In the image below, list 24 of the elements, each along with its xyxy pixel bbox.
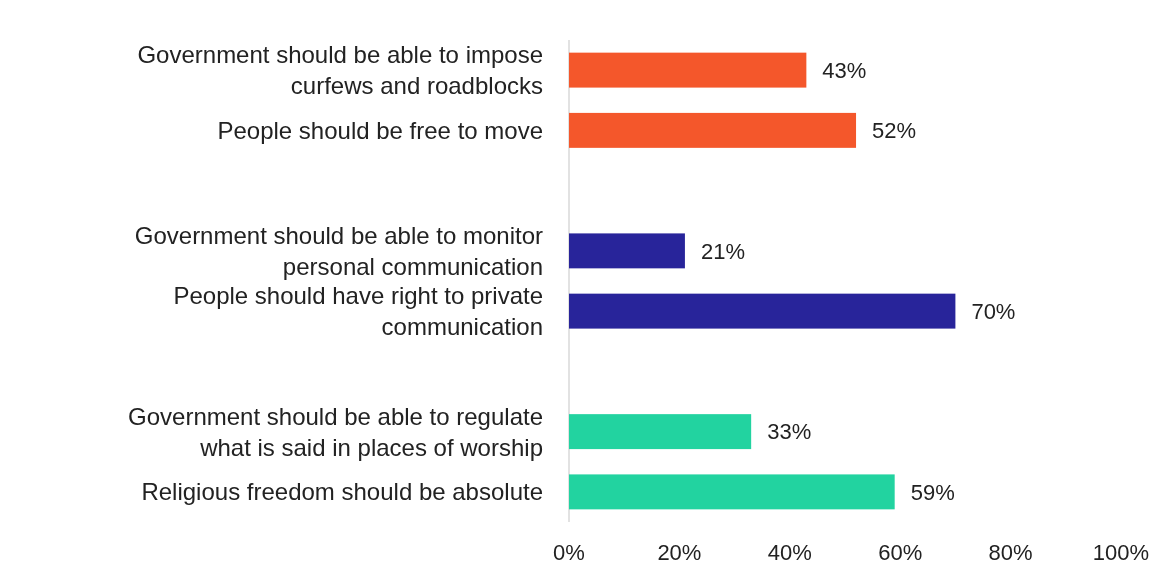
x-tick-label: 0% <box>553 540 585 565</box>
x-tick-label: 80% <box>988 540 1033 565</box>
data-label: 59% <box>910 479 955 505</box>
y-tick-label: Government should be able to monitor personal communication <box>134 221 544 280</box>
bar <box>569 293 956 329</box>
x-tick-label: 60% <box>878 540 923 565</box>
x-tick-label: 20% <box>657 540 702 565</box>
y-tick-label: Government should be able to regulate what is said in places of worship <box>128 402 543 461</box>
data-label: 70% <box>971 298 1016 324</box>
x-tick-label: 100% <box>1092 540 1150 565</box>
y-tick-label: People should have right to private communication <box>173 282 543 341</box>
data-label: 52% <box>872 118 917 144</box>
y-tick-label: Government should be able to impose curfews and roadblocks <box>137 41 543 100</box>
bar <box>569 414 752 450</box>
data-label: 43% <box>822 57 867 83</box>
bar <box>569 112 857 148</box>
y-tick-label: People should be free to move <box>217 116 543 144</box>
bar <box>569 474 895 510</box>
bar <box>569 233 685 269</box>
x-tick-label: 40% <box>767 540 812 565</box>
data-label: 33% <box>767 419 812 445</box>
bar <box>569 52 807 88</box>
y-tick-label: Religious freedom should be absolute <box>141 478 543 506</box>
data-label: 21% <box>700 238 745 264</box>
